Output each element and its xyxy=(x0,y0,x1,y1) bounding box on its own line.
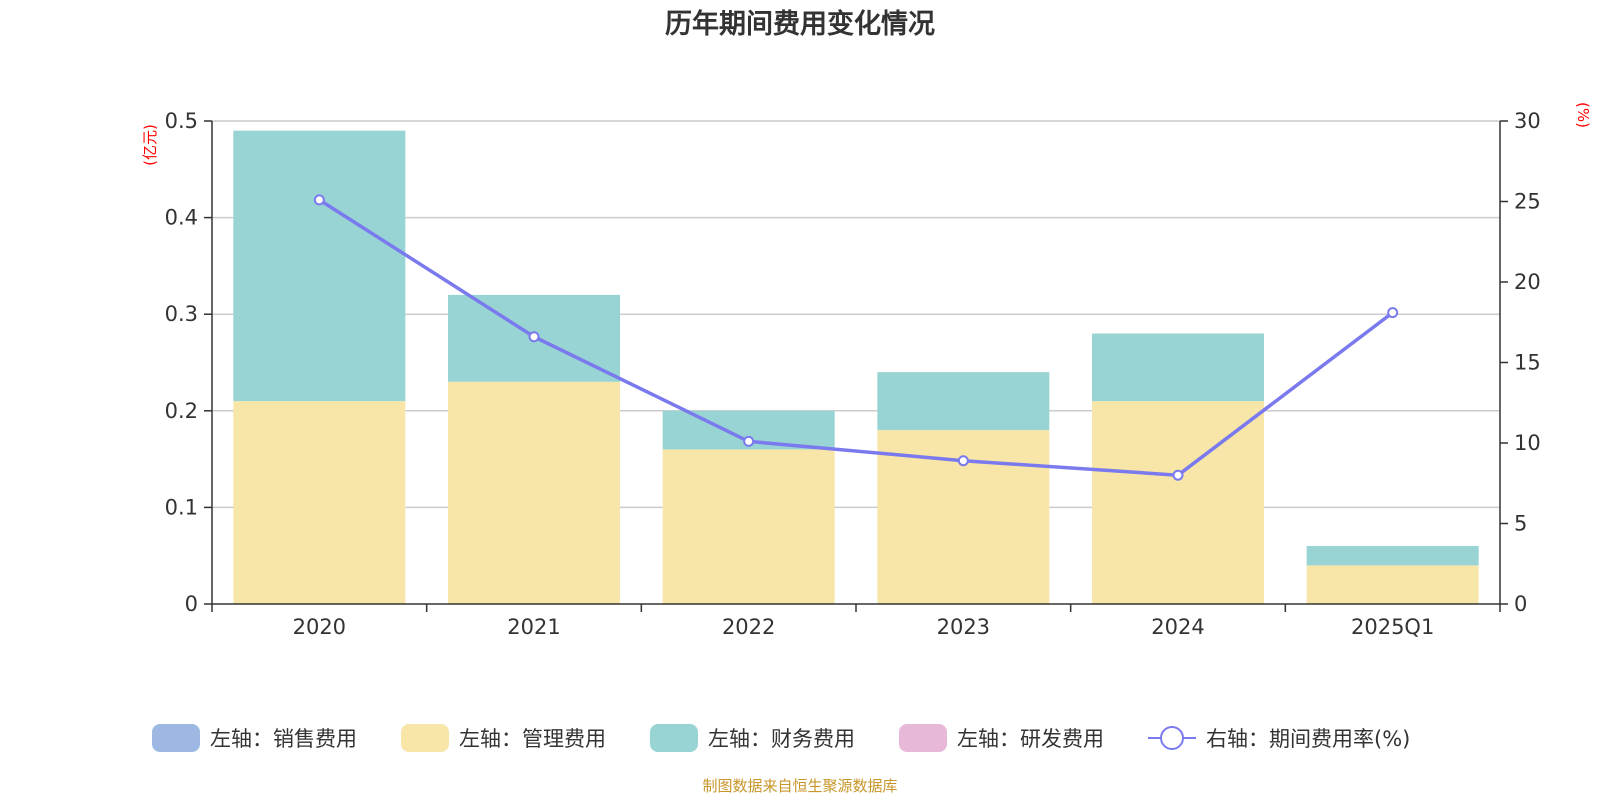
left-tick-label: 0.2 xyxy=(165,399,198,423)
x-tick-label: 2021 xyxy=(507,615,560,639)
bar-2020-series-1 xyxy=(233,401,406,604)
legend-label-3: 左轴：研发费用 xyxy=(957,727,1104,751)
legend-swatch-0 xyxy=(152,724,200,752)
legend-marker xyxy=(1160,726,1184,750)
bar-2023-series-2 xyxy=(877,372,1050,431)
right-tick-label: 5 xyxy=(1514,512,1527,536)
chart-title: 历年期间费用变化情况 xyxy=(665,8,935,40)
right-tick-label: 10 xyxy=(1514,431,1541,455)
legend: 左轴：销售费用 左轴：管理费用 左轴：财务费用 左轴：研发费用 右轴：期间费用率(%) xyxy=(152,724,1410,752)
bar-2022-series-1 xyxy=(662,449,835,604)
x-tick-label: 2020 xyxy=(293,615,346,639)
legend-label-2: 左轴：财务费用 xyxy=(708,727,855,751)
rate-point-2021 xyxy=(528,331,540,343)
right-tick-label: 20 xyxy=(1514,270,1541,294)
x-tick-label: 2024 xyxy=(1151,615,1204,639)
line-layer xyxy=(313,194,1399,481)
right-tick-label: 25 xyxy=(1514,190,1541,214)
bar-2024-series-2 xyxy=(1092,333,1264,402)
bar-2025Q1-series-1 xyxy=(1306,565,1479,604)
bar-2021-series-1 xyxy=(448,381,620,604)
bar-2025Q1-series-2 xyxy=(1306,546,1479,566)
axes: 0 0.1 0.2 0.3 0.4 0.5 0 5 10 15 20 25 30 2020 2021 2022… xyxy=(165,109,1541,639)
legend-label-1: 左轴：管理费用 xyxy=(459,727,606,751)
rate-point-2023 xyxy=(957,455,969,467)
legend-label-0: 左轴：销售费用 xyxy=(210,727,357,751)
legend-swatch-3 xyxy=(899,724,947,752)
x-tick-label: 2022 xyxy=(722,615,775,639)
rate-point-2025Q1 xyxy=(1387,307,1399,319)
bar-2024-series-1 xyxy=(1092,401,1264,604)
grid-lines xyxy=(212,120,1500,509)
rate-point-2024 xyxy=(1172,469,1184,481)
source-note: 制图数据来自恒生聚源数据库 xyxy=(702,777,897,795)
legend-swatch-1 xyxy=(401,724,449,752)
legend-label-4: 右轴：期间费用率(%) xyxy=(1206,727,1410,751)
right-tick-label: 0 xyxy=(1514,592,1527,616)
right-axis-unit: (%) xyxy=(1574,102,1592,128)
left-tick-label: 0.5 xyxy=(165,109,198,133)
left-tick-label: 0.4 xyxy=(165,206,198,230)
x-tick-label: 2023 xyxy=(937,615,990,639)
left-tick-label: 0.1 xyxy=(165,495,198,519)
bar-layer xyxy=(233,130,1479,604)
right-tick-label: 30 xyxy=(1514,109,1541,133)
legend-swatch-2 xyxy=(650,724,698,752)
left-tick-label: 0.3 xyxy=(165,302,198,326)
left-tick-label: 0 xyxy=(185,592,198,616)
rate-point-2022 xyxy=(743,435,755,447)
right-tick-label: 15 xyxy=(1514,351,1541,375)
bar-2020-series-2 xyxy=(233,130,406,402)
rate-line xyxy=(318,198,1394,477)
x-tick-label: 2025Q1 xyxy=(1351,615,1434,639)
left-axis-unit: (亿元) xyxy=(141,124,159,166)
rate-point-2020 xyxy=(313,194,325,206)
